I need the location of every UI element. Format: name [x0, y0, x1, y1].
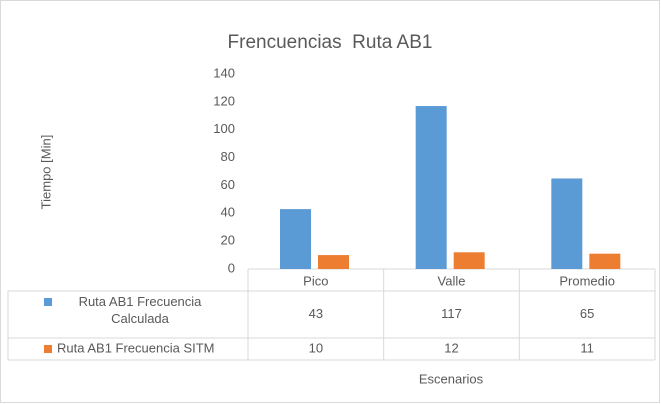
x-tick-label: Valle — [438, 273, 466, 288]
y-tick-label: 100 — [213, 121, 235, 136]
legend-key — [44, 345, 52, 353]
y-tick-label: 80 — [221, 149, 235, 164]
y-tick-label: 0 — [228, 260, 235, 275]
table-value: 11 — [580, 340, 594, 355]
bar — [453, 252, 485, 269]
table-value: 65 — [580, 306, 594, 321]
x-tick-label: Promedio — [559, 273, 615, 288]
bar — [280, 209, 311, 269]
y-tick-label: 140 — [213, 65, 235, 80]
bar — [318, 255, 349, 269]
y-tick-label: 40 — [221, 205, 235, 220]
y-tick-label: 60 — [221, 177, 235, 192]
table-value: 43 — [309, 306, 323, 321]
y-tick-label: 20 — [221, 233, 235, 248]
y-tick-label: 120 — [213, 93, 235, 108]
y-axis-label: Tiempo [Min] — [38, 135, 53, 210]
x-axis-label: Escenarios — [419, 371, 484, 386]
table-value: 117 — [441, 306, 462, 321]
bar — [415, 106, 447, 270]
bar — [551, 178, 583, 269]
legend-label: Ruta AB1 Frecuencia Calculada — [78, 294, 202, 326]
legend-label-box: Ruta AB1 Frecuencia Calculada — [78, 294, 202, 326]
bar — [589, 253, 621, 269]
x-tick-label: Pico — [303, 273, 328, 288]
table-value: 10 — [309, 340, 323, 355]
legend-label: Ruta AB1 Frecuencia SITM — [57, 340, 215, 355]
chart-title: Frencuencias Ruta AB1 — [228, 32, 433, 53]
table-value: 12 — [444, 340, 458, 355]
legend-key — [44, 298, 52, 306]
